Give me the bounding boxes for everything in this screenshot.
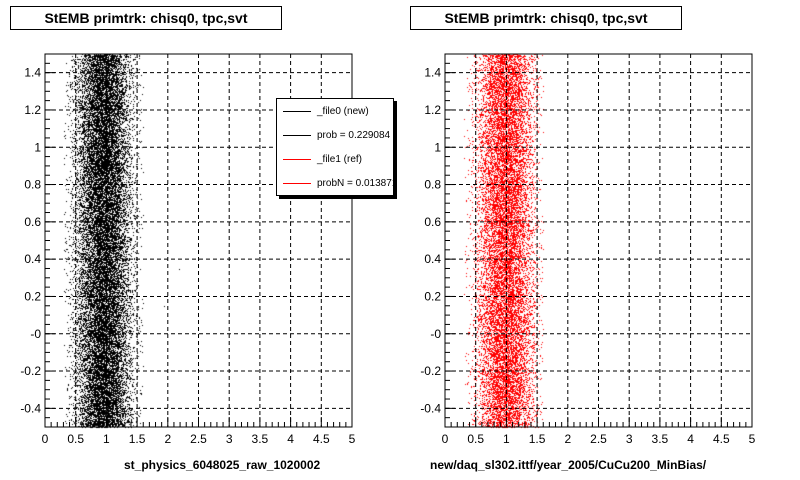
x-tick-label: 3.5 xyxy=(652,432,669,446)
x-tick-label: 3 xyxy=(626,432,633,446)
legend-box: _file0 (new) prob = 0.229084 _file1 (ref… xyxy=(276,98,394,196)
y-tick-label: 1.2 xyxy=(424,103,441,117)
left-plot-title: StEMB primtrk: chisq0, tpc,svt xyxy=(10,6,282,30)
y-tick-label: 1.4 xyxy=(24,66,41,80)
legend-line-prob xyxy=(283,134,311,136)
x-tick-label: 3 xyxy=(226,432,233,446)
x-tick-label: 1.5 xyxy=(529,432,546,446)
legend-entry-prob: prob = 0.229084 xyxy=(277,123,393,147)
y-tick-label: 1 xyxy=(34,140,41,154)
y-tick-label: 0.4 xyxy=(424,252,441,266)
y-tick-label: 1.4 xyxy=(424,66,441,80)
x-tick-label: 0 xyxy=(42,432,49,446)
x-tick-label: 0.5 xyxy=(467,432,484,446)
legend-label-probn: probN = 0.013871 xyxy=(317,177,394,189)
x-tick-label: 1 xyxy=(503,432,510,446)
y-tick-label: -0.4 xyxy=(420,401,441,415)
x-tick-label: 1 xyxy=(103,432,110,446)
x-tick-label: 4 xyxy=(687,432,694,446)
y-tick-label: 0.2 xyxy=(424,289,441,303)
y-tick-label: 0.4 xyxy=(24,252,41,266)
x-tick-label: 2 xyxy=(164,432,171,446)
y-tick-label: -0.2 xyxy=(20,364,41,378)
legend-line-file0 xyxy=(283,110,311,112)
left-x-axis-title: st_physics_6048025_raw_1020002 xyxy=(124,458,321,472)
right-plot-title: StEMB primtrk: chisq0, tpc,svt xyxy=(410,6,682,30)
legend-line-probn xyxy=(283,182,311,184)
y-tick-label: 0.6 xyxy=(424,215,441,229)
legend-label-prob: prob = 0.229084 xyxy=(317,129,391,141)
x-tick-label: 5 xyxy=(749,432,756,446)
x-tick-label: 4.5 xyxy=(713,432,730,446)
y-tick-label: -0.2 xyxy=(420,364,441,378)
x-tick-label: 4.5 xyxy=(313,432,330,446)
right-x-axis-title: new/daq_sl302.ittf/year_2005/CuCu200_Min… xyxy=(430,458,707,472)
legend-entry-file1: _file1 (ref) xyxy=(277,147,393,171)
x-tick-label: 5 xyxy=(349,432,356,446)
x-tick-label: 3.5 xyxy=(252,432,269,446)
y-tick-label: 0.2 xyxy=(24,289,41,303)
legend-entry-file0: _file0 (new) xyxy=(277,99,393,123)
y-tick-label: -0.4 xyxy=(20,401,41,415)
y-tick-label: 0.8 xyxy=(24,178,41,192)
y-tick-label: 1 xyxy=(434,140,441,154)
x-tick-label: 2.5 xyxy=(590,432,607,446)
x-tick-label: 2.5 xyxy=(190,432,207,446)
x-tick-label: 2 xyxy=(564,432,571,446)
legend-line-file1 xyxy=(283,158,311,160)
y-tick-label: -0 xyxy=(30,327,41,341)
x-tick-label: 4 xyxy=(287,432,294,446)
y-tick-label: 1.2 xyxy=(24,103,41,117)
y-tick-label: -0 xyxy=(430,327,441,341)
y-tick-label: 0.8 xyxy=(424,178,441,192)
legend-label-file0: _file0 (new) xyxy=(317,105,369,117)
x-tick-label: 0.5 xyxy=(67,432,84,446)
x-tick-label: 1.5 xyxy=(129,432,146,446)
x-tick-label: 0 xyxy=(442,432,449,446)
y-tick-label: 0.6 xyxy=(24,215,41,229)
legend-label-file1: _file1 (ref) xyxy=(317,153,363,165)
legend-entry-probn: probN = 0.013871 xyxy=(277,171,394,195)
